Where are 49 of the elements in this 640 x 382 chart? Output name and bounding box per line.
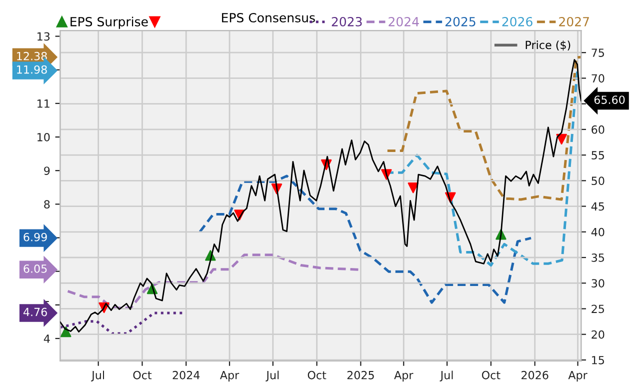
legend-label: 2025: [445, 16, 476, 26]
x-tick-label: Jul: [266, 370, 279, 382]
point: [556, 134, 567, 145]
y2-tick-label: 50: [592, 176, 604, 186]
y2-tick-label: 70: [592, 74, 604, 83]
x-tick-label: 2026: [522, 370, 548, 380]
line-series: [198, 174, 532, 304]
point: [408, 182, 419, 194]
x-tick-label: 2025: [347, 370, 374, 380]
y-tick-label: 8: [44, 200, 50, 209]
x-tick-label: Jul: [91, 370, 104, 382]
text: 12.38: [17, 52, 47, 60]
text: 6.05: [24, 264, 47, 273]
x-tick-label: Oct: [308, 370, 326, 380]
y2-tick-label: 15: [592, 356, 604, 364]
x-tick-label: Oct: [133, 370, 152, 380]
y2-tick-label: 25: [592, 304, 604, 314]
legend-label: 2026: [502, 16, 532, 26]
y2-tick-label: 35: [592, 253, 604, 262]
y-tick-label: 9: [44, 166, 50, 175]
text: 65.60: [594, 96, 625, 104]
text: 6.99: [24, 232, 47, 242]
x-tick-label: 2024: [172, 370, 200, 380]
legend-label: 2027: [559, 16, 589, 26]
x-tick-label: Jul: [440, 370, 453, 382]
y2-tick-label: 40: [591, 228, 604, 236]
line-series: [386, 56, 582, 201]
x-tick-label: Apr: [220, 371, 240, 382]
y2-tick-label: 45: [591, 202, 604, 211]
y-tick-label: 10: [38, 132, 50, 142]
y2-tick-label: 30: [592, 279, 604, 288]
y-tick-label: 4: [44, 334, 50, 343]
legend-label: 2023: [332, 16, 362, 26]
y2-tick-label: 60: [592, 125, 604, 134]
line-series: [66, 254, 362, 310]
y2-tick-label: 75: [592, 48, 604, 57]
legend-title: EPS Consensus: [222, 12, 315, 22]
legend-label: EPS Surprise: [70, 16, 148, 29]
y2-tick-label: 55: [592, 151, 604, 160]
x-tick-label: Apr: [394, 371, 414, 382]
x-tick-label: Apr: [568, 371, 588, 382]
series-label: Price ($): [526, 40, 570, 51]
y-tick-label: 11: [38, 100, 50, 108]
y-tick-label: 13: [38, 32, 50, 41]
y2-tick-label: 20: [592, 330, 604, 339]
legend-label: 2024: [388, 16, 419, 26]
text: 4.76: [23, 308, 47, 316]
x-tick-label: Oct: [482, 370, 500, 380]
text: 11.98: [17, 65, 47, 74]
